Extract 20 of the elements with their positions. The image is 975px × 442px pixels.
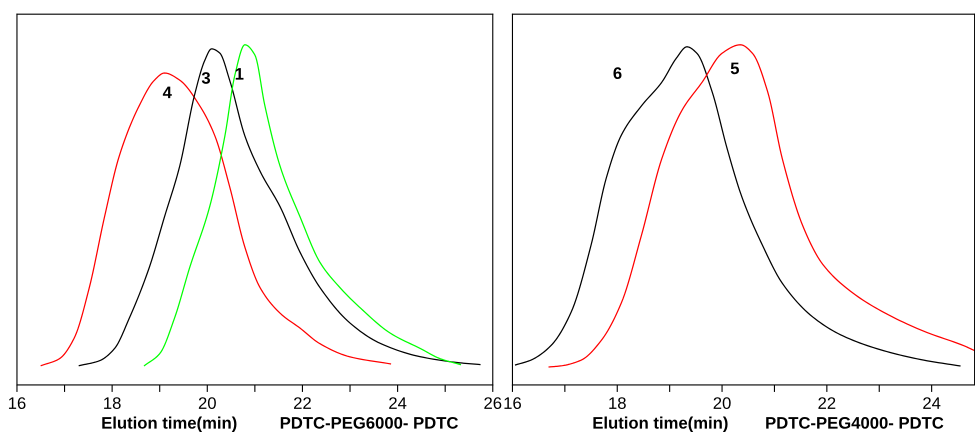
series-label: 1 bbox=[236, 68, 244, 80]
text: PDTC-PEG4000- PDTC bbox=[766, 416, 944, 429]
x-tick-label: 16 bbox=[504, 397, 521, 410]
x-tick-label: 24 bbox=[389, 397, 406, 409]
series-label: 6 bbox=[613, 67, 622, 80]
x-axis-title: Elution time(min) bbox=[102, 416, 236, 432]
series-label: 5 bbox=[730, 62, 740, 74]
series-label: 4 bbox=[162, 86, 172, 98]
series-label: 3 bbox=[202, 72, 210, 84]
x-axis-title: Elution time(min) bbox=[593, 416, 728, 432]
x-tick-label: 26 bbox=[484, 397, 502, 410]
x-tick-label: 24 bbox=[923, 397, 940, 409]
x-tick-label: 22 bbox=[818, 397, 836, 409]
x-tick-label: 18 bbox=[609, 397, 626, 410]
x-tick-label: 22 bbox=[294, 397, 311, 409]
x-tick-label: 20 bbox=[198, 397, 216, 410]
x-tick-label: 18 bbox=[104, 397, 121, 410]
x-tick-label: 16 bbox=[8, 397, 26, 410]
text: PDTC-PEG6000- PDTC bbox=[280, 416, 458, 429]
x-tick-label: 20 bbox=[714, 397, 731, 410]
